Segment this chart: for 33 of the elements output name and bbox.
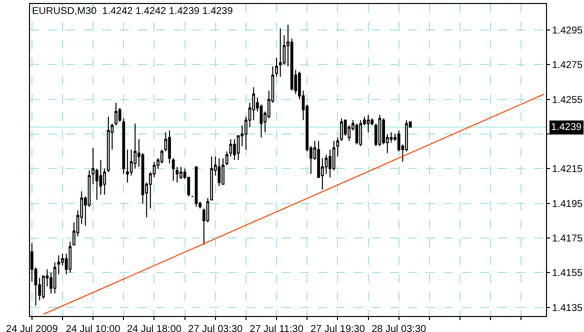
x-tick-label: 24 Jul 2009 [6, 324, 58, 332]
y-tick-label: 1.4175 [552, 234, 584, 244]
x-tick-label: 27 Jul 19:30 [310, 324, 366, 332]
candlestick [366, 114, 370, 133]
x-tick-label: 27 Jul 11:30 [250, 324, 304, 332]
candlestick [233, 138, 236, 160]
candlestick [114, 102, 118, 126]
y-tick-label: 1.4295 [552, 26, 584, 36]
x-tick-label: 24 Jul 18:00 [126, 324, 182, 332]
y-tick-label: 1.4155 [552, 268, 584, 280]
ref-line-label: 1.4239 [551, 122, 582, 133]
y-tick-label: 1.4135 [552, 302, 584, 314]
candlestick [218, 158, 221, 186]
y-tick-label: 1.4275 [552, 60, 584, 72]
candlestick [106, 116, 110, 173]
y-tick-label: 1.4195 [552, 198, 584, 210]
x-tick-label: 27 Jul 03:30 [188, 324, 244, 332]
candlestick [340, 118, 343, 142]
x-tick-label: 24 Jul 10:00 [66, 324, 121, 332]
candlestick [180, 166, 182, 180]
candlestick [172, 158, 175, 182]
candlestick [168, 130, 171, 164]
candlestick [126, 149, 129, 184]
candlestick [278, 28, 282, 78]
candlestick [275, 57, 278, 78]
chart-title: EURUSD,M30 1.4242 1.4242 1.4239 1.4239 [32, 6, 234, 17]
x-tick-label: 28 Jul 03:30 [372, 324, 427, 332]
candlestick [222, 158, 224, 185]
y-tick-label: 1.4255 [552, 94, 584, 106]
candlestick [210, 156, 213, 200]
y-tick-label: 1.4215 [552, 164, 584, 176]
candlestick [68, 240, 72, 274]
candlestick [359, 120, 362, 147]
